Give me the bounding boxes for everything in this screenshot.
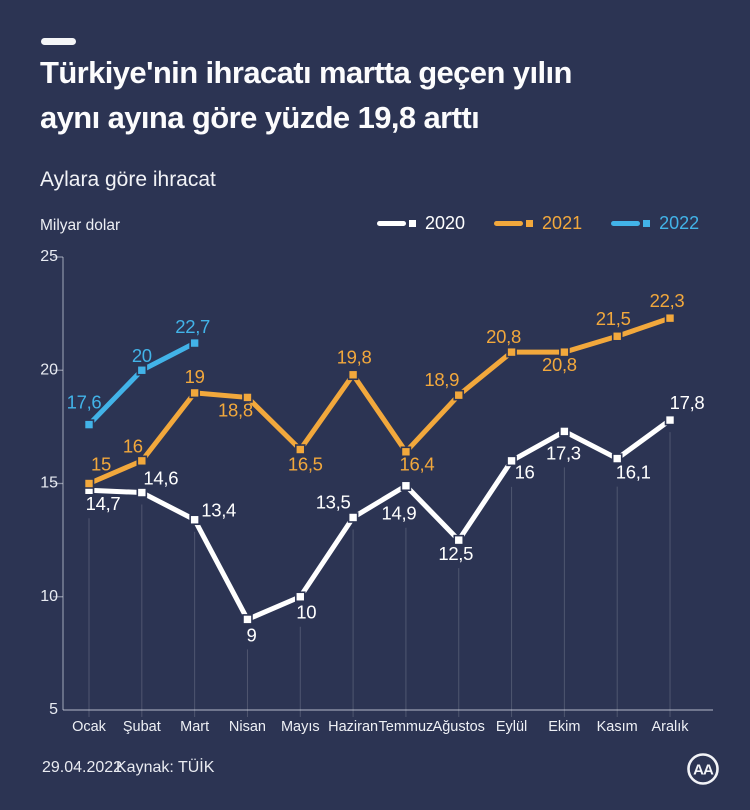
value-label: 12,5 — [438, 543, 473, 564]
value-label: 18,8 — [218, 399, 253, 420]
data-point-marker — [664, 414, 676, 426]
data-point-marker — [294, 591, 306, 603]
x-tick-label: Haziran — [328, 719, 378, 735]
x-tick-label: Eylül — [496, 719, 527, 735]
legend-line-swatch — [377, 221, 406, 226]
legend-item-2021: 2021 — [494, 213, 582, 234]
x-tick-label: Temmuz — [379, 719, 434, 735]
source-label: Kaynak: TÜİK — [116, 759, 215, 776]
x-tick-label: Nisan — [229, 719, 266, 735]
x-tick-label: Kasım — [597, 719, 638, 735]
drop-lines — [88, 432, 671, 717]
value-label: 16,5 — [288, 453, 323, 474]
x-tick-label: Aralık — [651, 719, 689, 735]
value-label: 13,4 — [201, 500, 236, 521]
data-point-marker — [347, 369, 359, 381]
axes: 25 20 15 10 5 — [40, 248, 713, 718]
value-label: 19,8 — [337, 347, 372, 368]
chart-subtitle: Aylara göre ihracat — [40, 168, 216, 191]
y-tick-label: 15 — [40, 475, 58, 492]
data-point-marker — [242, 614, 253, 625]
legend-label: 2022 — [659, 213, 700, 233]
x-tick-labels: Ocak Şubat Mart Nisan Mayıs Haziran Temmuz Ağus… — [72, 719, 689, 735]
svg-text:AA: AA — [693, 762, 714, 779]
legend-label: 2020 — [425, 213, 466, 233]
chart-legend: 2020 2021 2022 — [377, 213, 728, 234]
legend-label: 2021 — [542, 213, 583, 233]
value-label: 14,6 — [143, 467, 178, 488]
data-point-marker — [347, 512, 359, 523]
value-label: 14,7 — [86, 493, 121, 514]
value-label: 14,9 — [382, 503, 417, 524]
value-label: 9 — [246, 624, 256, 645]
data-point-marker — [189, 514, 200, 526]
legend-line-swatch — [494, 221, 524, 226]
series-2021: 15 16 19 18,8 16,5 19,8 16,4 18,9 20,8 20,8 21,5 22… — [83, 290, 685, 489]
y-tick-label: 20 — [40, 361, 58, 378]
value-label: 16 — [515, 462, 535, 483]
value-label: 18,9 — [424, 369, 459, 390]
legend-square-swatch — [526, 220, 534, 227]
legend-line-swatch — [611, 221, 641, 226]
data-point-marker — [453, 389, 465, 401]
data-point-marker — [559, 346, 570, 358]
data-point-marker — [83, 419, 95, 430]
aa-logo: AA — [685, 751, 721, 787]
x-tick-label: Şubat — [123, 719, 161, 735]
accent-dash — [41, 38, 76, 45]
legend-square-swatch — [409, 220, 416, 227]
value-label: 16,1 — [616, 461, 651, 482]
value-label: 20,8 — [486, 326, 521, 347]
data-point-marker — [559, 426, 570, 437]
x-tick-label: Ocak — [72, 719, 107, 735]
value-label: 16 — [123, 436, 143, 457]
y-axis-unit-label: Milyar dolar — [40, 217, 121, 234]
series-2020: 14,7 14,6 13,4 9 10 13,5 14,9 12,5 16 17,3 16,1 17,… — [83, 392, 705, 645]
x-tick-label: Ağustos — [433, 719, 485, 735]
data-point-marker — [136, 364, 148, 376]
data-point-marker — [506, 346, 517, 358]
value-label: 13,5 — [316, 491, 351, 512]
value-label: 22,7 — [175, 316, 210, 337]
y-tick-label: 5 — [49, 701, 58, 718]
aa-logo-icon: AA — [687, 753, 719, 785]
y-tick-label: 25 — [40, 248, 58, 265]
data-point-marker — [294, 444, 306, 455]
value-label: 15 — [91, 453, 111, 474]
data-point-marker — [664, 312, 676, 324]
data-point-marker — [611, 453, 623, 464]
data-point-marker — [506, 455, 517, 467]
data-point-marker — [189, 387, 200, 399]
x-tick-label: Mayıs — [281, 719, 320, 735]
data-point-marker — [400, 480, 412, 492]
legend-square-swatch — [643, 220, 651, 227]
data-point-marker — [242, 392, 253, 403]
data-point-marker — [136, 455, 148, 467]
data-point-marker — [453, 534, 465, 546]
x-tick-label: Ekim — [548, 719, 580, 735]
legend-item-2020: 2020 — [377, 213, 465, 234]
x-tick-label: Mart — [180, 719, 209, 735]
value-label: 10 — [296, 602, 316, 623]
data-point-marker — [83, 478, 95, 489]
data-point-marker — [400, 446, 412, 458]
data-point-marker — [611, 330, 623, 342]
value-label: 17,3 — [546, 442, 581, 463]
data-point-marker — [136, 487, 148, 498]
value-label: 19 — [185, 366, 205, 387]
value-label: 21,5 — [596, 308, 631, 329]
series-2022: 17,6 20 22,7 — [67, 316, 210, 430]
value-label: 16,4 — [400, 454, 435, 475]
legend-item-2022: 2022 — [611, 213, 699, 234]
value-label: 17,6 — [67, 392, 102, 413]
value-label: 17,8 — [670, 392, 705, 413]
page-title: Türkiye'nin ihracatı martta geçen yılın … — [40, 55, 572, 135]
publish-date: 29.04.2022 — [42, 759, 123, 776]
value-label: 20 — [132, 345, 152, 366]
data-point-marker — [189, 337, 200, 349]
value-label: 22,3 — [650, 290, 685, 311]
y-tick-label: 10 — [40, 588, 58, 605]
value-label: 20,8 — [542, 354, 577, 375]
